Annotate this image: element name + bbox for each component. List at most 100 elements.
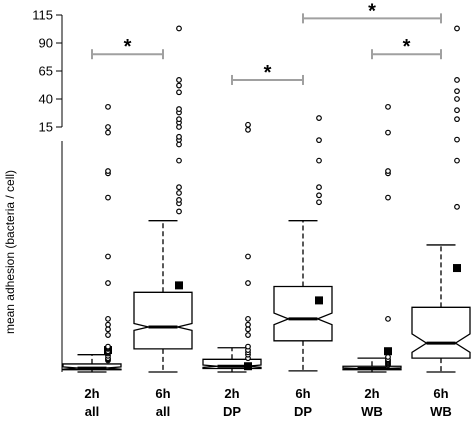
outlier-point [245,343,251,350]
outlier-point [316,192,322,199]
category-time-label: 2h [84,386,99,401]
outlier-point [454,88,460,95]
significance-bracket: * [302,0,442,24]
outlier-point [176,197,182,203]
category-group-label: WB [361,404,383,419]
significance-brackets: * * * * [91,0,442,85]
outlier-point [245,332,251,338]
outlier-point [176,157,182,164]
category-time-label: 2h [364,386,379,401]
mean-marker [175,281,183,290]
outlier-point [245,280,251,286]
outlier-point [385,354,391,360]
box-2h-WB [342,103,402,373]
outlier-point [105,168,111,174]
mean-marker [384,347,392,356]
outlier-point [176,133,182,140]
outlier-point [105,129,111,136]
outlier-point [105,253,111,260]
outlier-point [316,184,322,191]
category-group-label: WB [430,404,452,419]
outlier-point [245,326,251,333]
outlier-point [176,25,182,32]
outlier-point [454,107,460,114]
category-group-label: all [156,404,170,419]
significance-star: * [368,0,376,22]
box-2h-all [62,103,122,373]
outlier-point [245,315,251,322]
y-axis-title: mean adhesion (bacteria / cell) [3,170,17,334]
outlier-point [176,208,182,215]
outlier-point [454,77,460,83]
significance-star: * [124,36,132,58]
notched-box [133,291,193,350]
outlier-point [454,116,460,123]
outlier-point [454,25,460,32]
mean-marker [315,296,323,305]
y-axis-label: mean adhesion (bacteria / cell) [3,170,17,334]
outlier-point [176,77,182,83]
significance-bracket: * [91,36,164,60]
outlier-point [105,326,111,333]
notched-box [273,285,333,342]
y-tick-label: 15 [39,120,53,135]
significance-bracket: * [371,36,442,60]
boxes [62,25,471,373]
box-6h-DP [273,115,333,372]
outlier-point [385,194,391,201]
outlier-point [176,190,182,196]
outlier-point [316,137,322,144]
outlier-point [245,253,251,260]
y-axis: 15 40 65 90 115 [32,8,63,372]
box-6h-all [133,25,193,373]
notched-box [411,306,471,359]
outlier-point [176,89,182,96]
box-2h-DP [202,121,262,373]
significance-bracket: * [231,62,304,85]
outlier-point [245,126,251,133]
outlier-point [245,121,251,128]
outlier-point [454,96,460,102]
outlier-point [105,332,111,338]
outlier-point [316,157,322,164]
outlier-point [176,184,182,191]
y-tick-label: 65 [39,64,53,79]
significance-star: * [403,36,411,58]
category-time-label: 6h [295,386,310,401]
outlier-point [454,136,460,143]
outlier-point [385,103,391,110]
outlier-point [454,203,460,210]
box-6h-WB [411,25,471,373]
y-tick-label: 90 [39,36,53,51]
outlier-point [105,124,111,130]
outlier-point [176,116,182,123]
category-time-label: 6h [155,386,170,401]
outlier-point [105,321,111,328]
y-tick-label: 115 [32,8,53,23]
outlier-point [105,343,111,350]
category-group-label: all [85,404,99,419]
outlier-point [454,157,460,164]
mean-marker [244,362,252,371]
outlier-point [385,315,391,322]
outlier-point [105,315,111,322]
outlier-point [176,82,182,89]
y-tick-label: 40 [39,92,53,107]
outlier-point [385,168,391,174]
outlier-point [245,321,251,328]
outlier-point [316,115,322,121]
outlier-point [105,103,111,110]
category-group-label: DP [223,404,241,419]
outlier-point [105,194,111,201]
significance-star: * [264,62,272,84]
outlier-point [176,106,182,112]
category-time-label: 2h [224,386,239,401]
category-time-label: 6h [433,386,448,401]
mean-marker [453,264,461,273]
outlier-point [105,280,111,286]
category-labels: 2h all 6h all 2h DP 6h DP 2h WB 6h WB [84,386,451,419]
category-group-label: DP [294,404,312,419]
outlier-point [316,199,322,206]
outlier-point [385,129,391,136]
